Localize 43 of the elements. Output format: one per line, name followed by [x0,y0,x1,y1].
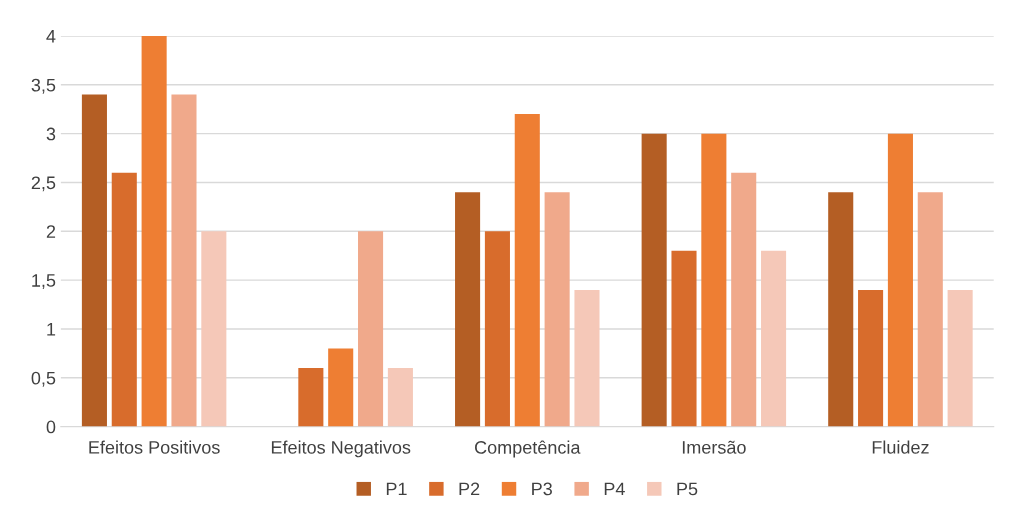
bar [917,192,943,427]
legend-label: P3 [532,482,552,496]
legend-label: P2 [459,482,480,496]
bar [731,172,757,427]
bar [574,289,600,427]
x-tick-label: Competência [475,440,581,458]
bar [141,35,167,427]
bar [641,133,667,427]
bar [298,368,324,427]
bar [761,250,787,427]
legend-label: P1 [386,482,407,496]
y-tick-label: 1,5 [32,274,56,289]
bar [887,133,913,427]
bar [358,231,384,427]
bar [455,192,481,427]
y-tick-label: 1 [47,323,56,336]
y-tick-label: 0,5 [31,371,56,387]
x-tick-label: Fluidez [872,440,929,454]
bar [387,368,413,427]
bar [111,172,137,427]
y-tick-label: 3,5 [31,78,56,94]
y-tick-label: 2 [46,225,56,238]
bar [328,348,354,427]
y-tick-label: 2,5 [31,176,56,192]
bar [947,289,973,427]
bar [544,192,570,427]
y-tick-label: 3 [46,127,56,141]
x-tick-label: Efeitos Positivos [89,440,220,454]
bar [81,94,107,427]
y-tick-label: 4 [46,30,56,43]
x-tick-label: Efeitos Negativos [271,440,411,458]
bar [858,289,884,427]
x-tick-label: Imersão [682,440,746,454]
bar [514,114,540,427]
bar [701,133,727,427]
bar [171,94,197,427]
bar [828,192,854,427]
y-tick-label: 0 [46,420,56,434]
bar [201,231,227,427]
bar [671,250,697,427]
bar [484,231,510,427]
legend-label: P5 [677,482,698,496]
legend-label: P4 [604,482,625,496]
